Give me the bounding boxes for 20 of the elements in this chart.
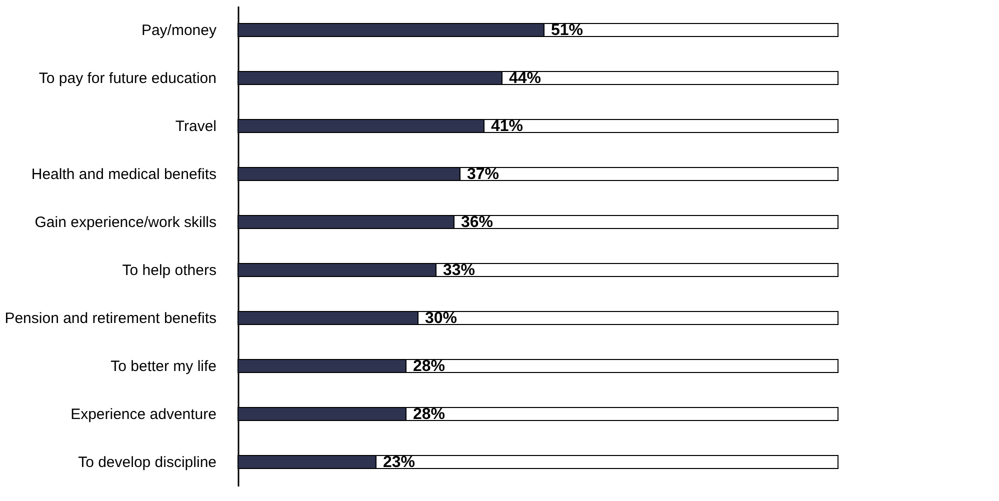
data-label: 51%: [551, 22, 584, 39]
data-label: 28%: [413, 358, 446, 375]
y-tick-label: Pension and retirement benefits: [4, 310, 216, 327]
y-tick-label: To develop discipline: [78, 454, 216, 471]
data-label: 41%: [491, 118, 524, 135]
data-label: 23%: [383, 454, 416, 471]
data-label: 36%: [461, 214, 494, 231]
y-tick-label: To help others: [122, 262, 216, 279]
data-label: 44%: [509, 70, 542, 87]
y-tick-label: Travel: [175, 118, 216, 135]
y-tick-label: Health and medical benefits: [31, 166, 216, 183]
data-label: 30%: [425, 310, 458, 327]
y-tick-label: To pay for future education: [38, 70, 216, 87]
y-tick-label: Gain experience/work skills: [34, 214, 216, 231]
y-tick-label: Experience adventure: [70, 406, 216, 423]
y-tick-label: Pay/money: [141, 22, 217, 39]
data-label: 28%: [413, 406, 446, 423]
data-label: 37%: [467, 166, 500, 183]
y-tick-label: To better my life: [110, 358, 216, 375]
data-label: 33%: [443, 262, 476, 279]
